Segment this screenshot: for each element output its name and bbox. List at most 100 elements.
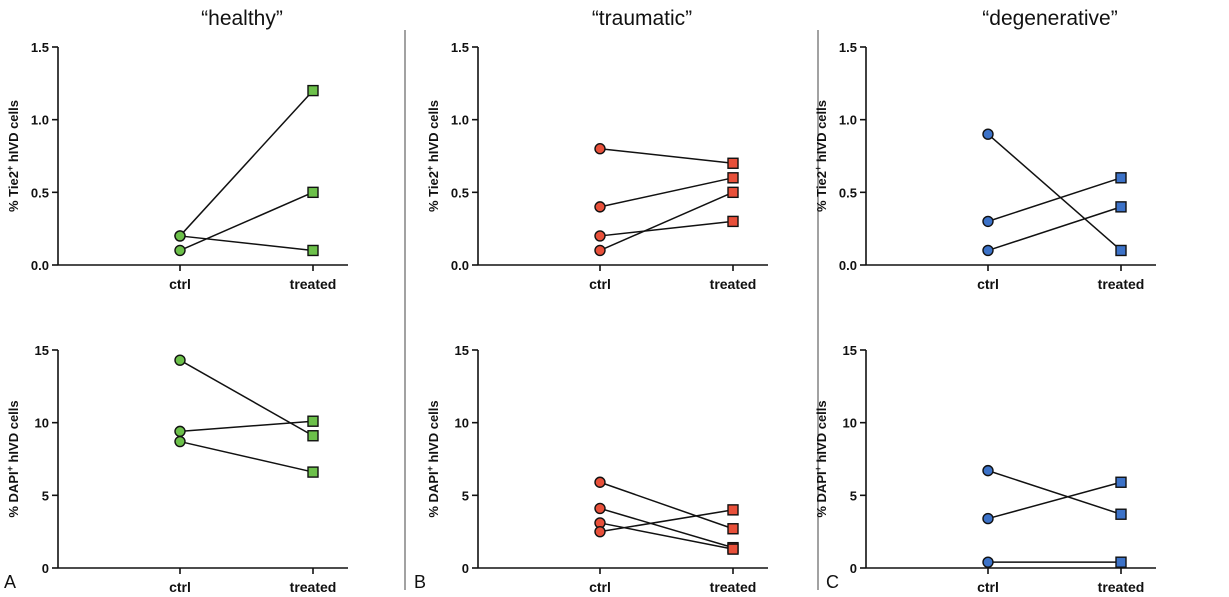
- y-tick-label: 5: [462, 488, 469, 503]
- series-line: [179, 420, 314, 433]
- ctrl-point: [594, 525, 606, 538]
- ctrl-point: [174, 230, 186, 242]
- y-tick-label: 0.0: [451, 258, 469, 273]
- y-tick-label: 0.0: [31, 258, 49, 273]
- ctrl-point: [982, 556, 994, 568]
- treated-point: [727, 215, 739, 228]
- y-axis-label: % Tie2+ hIVD cells: [5, 100, 21, 212]
- x-tick-label-ctrl: ctrl: [977, 579, 999, 595]
- x-tick-label-ctrl: ctrl: [169, 579, 191, 595]
- series-line: [987, 206, 1122, 252]
- treated-point: [1115, 244, 1127, 257]
- x-tick-label-treated: treated: [710, 276, 757, 292]
- ctrl-point: [594, 201, 606, 213]
- treated-point: [1115, 476, 1127, 488]
- treated-point: [1115, 508, 1127, 520]
- x-tick-label-ctrl: ctrl: [589, 276, 611, 292]
- plot-degenerative-dapi: 0 5 10 15 ctrl treated % DAPI+ hIVD cells: [813, 343, 1156, 595]
- column-title-traumatic: “traumatic”: [592, 7, 692, 30]
- x-tick-label-ctrl: ctrl: [977, 276, 999, 292]
- x-tick-label-treated: treated: [290, 276, 337, 292]
- plot-degenerative-tie2: 0.0 0.5 1.0 1.5 ctrl treated % Tie2+ hIVD cell…: [813, 40, 1156, 292]
- y-tick-label: 1.5: [839, 40, 857, 55]
- ctrl-point: [174, 425, 186, 438]
- plot-traumatic-tie2: 0.0 0.5 1.0 1.5 ctrl treated % Tie2+ hIVD cell…: [425, 40, 768, 292]
- y-tick-label: 15: [455, 343, 469, 358]
- ctrl-point: [594, 230, 606, 242]
- series-line: [599, 481, 734, 530]
- series-line: [599, 147, 734, 165]
- y-axis-label: % Tie2+ hIVD cells: [425, 100, 441, 212]
- x-tick-label-treated: treated: [290, 579, 337, 595]
- column-title-degenerative: “degenerative”: [982, 7, 1117, 30]
- y-tick-label: 0: [462, 561, 469, 576]
- x-tick-label-treated: treated: [1098, 579, 1145, 595]
- series-line: [987, 481, 1122, 520]
- series-line: [599, 220, 734, 237]
- y-axis-label: % DAPI+ hIVD cells: [425, 400, 441, 517]
- x-tick-label-ctrl: ctrl: [169, 276, 191, 292]
- treated-point: [307, 84, 319, 97]
- y-tick-label: 0.5: [839, 185, 857, 200]
- y-tick-label: 15: [35, 343, 49, 358]
- ctrl-point: [594, 502, 606, 515]
- series-line: [179, 191, 314, 252]
- series-line: [599, 509, 734, 533]
- x-tick-label-ctrl: ctrl: [589, 579, 611, 595]
- y-tick-label: 1.0: [451, 113, 469, 128]
- y-tick-label: 0.0: [839, 258, 857, 273]
- treated-point: [307, 415, 319, 427]
- plot-healthy-dapi: 0 5 10 15 ctrl treated % DAPI+ hIVD cells: [5, 343, 348, 595]
- series-line: [599, 191, 734, 252]
- treated-point: [1115, 201, 1127, 213]
- plot-traumatic-dapi: 0 5 10 15 ctrl treated % DAPI+ hIVD cells: [425, 343, 768, 595]
- y-axis-label: % Tie2+ hIVD cells: [813, 100, 829, 212]
- plot-healthy-tie2: 0.0 0.5 1.0 1.5 ctrl treated % Tie2+ hIVD cell…: [5, 40, 348, 292]
- plots-container: 0.0 0.5 1.0 1.5 ctrl treated % Tie2+ hIVD cell…: [5, 40, 1156, 595]
- treated-point: [727, 523, 739, 535]
- y-tick-label: 0.5: [31, 185, 49, 200]
- panel-letter-c: C: [826, 572, 839, 592]
- treated-point: [307, 244, 319, 257]
- ctrl-point: [982, 464, 994, 477]
- series-line: [599, 177, 734, 208]
- panel-letter-a: A: [4, 572, 16, 592]
- ctrl-point: [174, 354, 186, 366]
- treated-point: [1115, 172, 1127, 184]
- y-tick-label: 0: [850, 561, 857, 576]
- ctrl-point: [174, 435, 186, 448]
- series-line: [987, 177, 1122, 223]
- column-title-healthy: “healthy”: [201, 7, 283, 30]
- series-line: [599, 507, 734, 549]
- ctrl-point: [982, 128, 994, 140]
- series-line: [599, 522, 734, 550]
- ctrl-point: [174, 244, 186, 257]
- series-line: [179, 90, 314, 237]
- y-tick-label: 10: [35, 416, 49, 431]
- ctrl-point: [982, 215, 994, 228]
- ctrl-point: [594, 476, 606, 488]
- series-line: [179, 235, 314, 252]
- treated-point: [727, 186, 739, 199]
- y-tick-label: 0.5: [451, 185, 469, 200]
- ctrl-point: [594, 244, 606, 257]
- panel-letter-b: B: [414, 572, 426, 592]
- treated-point: [727, 543, 739, 555]
- treated-point: [307, 466, 319, 478]
- series-line: [987, 469, 1122, 515]
- y-axis-label: % DAPI+ hIVD cells: [813, 400, 829, 517]
- y-tick-label: 5: [42, 488, 49, 503]
- y-tick-label: 1.0: [31, 113, 49, 128]
- ctrl-point: [982, 244, 994, 257]
- y-tick-label: 1.5: [31, 40, 49, 55]
- y-tick-label: 10: [843, 416, 857, 431]
- x-tick-label-treated: treated: [1098, 276, 1145, 292]
- series-line: [987, 133, 1122, 252]
- ctrl-point: [982, 512, 994, 525]
- y-tick-label: 1.0: [839, 113, 857, 128]
- y-tick-label: 0: [42, 561, 49, 576]
- treated-point: [307, 430, 319, 442]
- treated-point: [727, 172, 739, 184]
- series-line: [179, 440, 314, 473]
